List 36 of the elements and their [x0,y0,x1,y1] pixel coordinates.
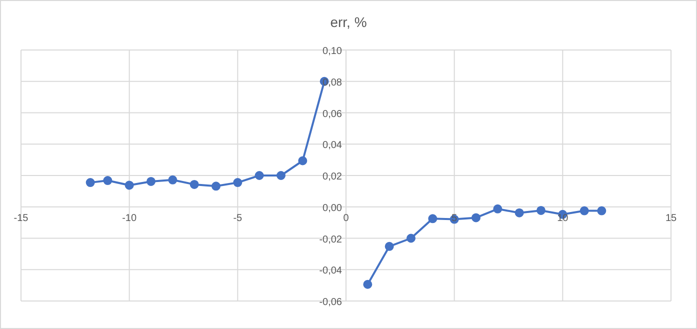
y-tick-label: 0,06 [322,108,342,120]
point [103,176,112,186]
point [86,178,95,188]
point [514,208,524,218]
point [276,171,286,180]
point [384,242,394,251]
point [580,206,589,216]
x-tick-label: 0 [343,212,350,224]
chart-title: err, % [329,14,368,30]
point [124,180,134,190]
point [233,178,242,188]
y-tick-label: -0,06 [319,297,342,308]
point [472,213,480,222]
point [363,280,372,289]
y-tick-label: -0,04 [319,266,342,277]
point [597,206,606,216]
y-tick-label: 0,00 [322,202,342,214]
x-tick-label: 15 [665,212,677,224]
point [212,182,220,191]
y-tick-label: 0,02 [322,172,342,182]
y-tick-label: 0,10 [322,46,342,57]
point [168,175,178,184]
x-tick-label: -15 [14,212,29,224]
x-tick-label: -5 [233,212,243,224]
x-tick-label: 5 [452,212,458,224]
y-tick-label: 0,04 [322,140,342,152]
point [298,156,308,166]
point [190,180,199,189]
point [254,171,264,180]
point [493,204,502,214]
point [406,234,416,243]
point [428,214,438,224]
x-tick-label: -10 [122,212,137,224]
point [536,206,546,215]
y-tick-label: -0,02 [319,234,342,246]
point [146,176,156,186]
